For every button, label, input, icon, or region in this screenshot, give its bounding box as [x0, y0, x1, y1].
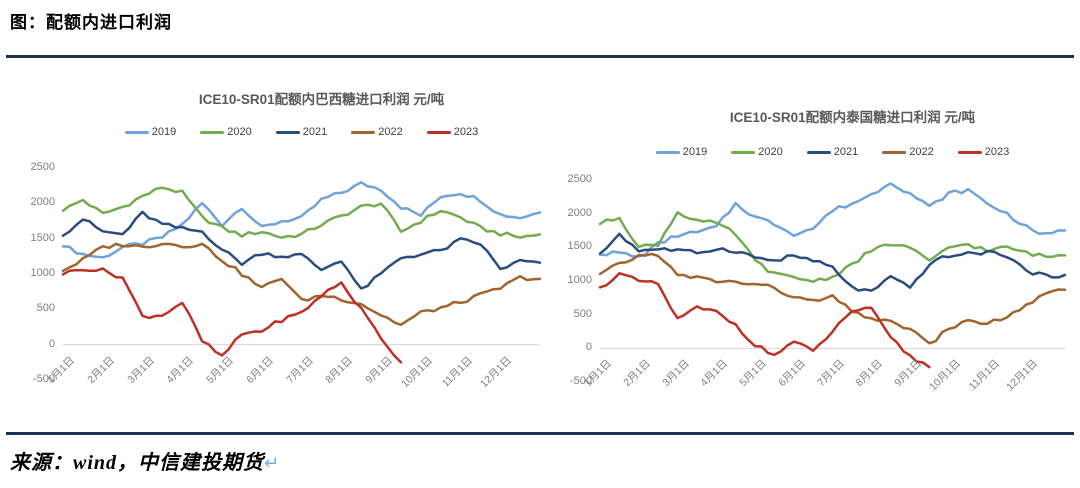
series-line-2021	[61, 210, 542, 290]
legend-swatch-icon	[351, 130, 376, 134]
legend-label: 2022	[909, 146, 934, 158]
legend-swatch-icon	[200, 130, 225, 134]
series-line-2023	[598, 272, 931, 369]
legend-label: 2021	[302, 126, 328, 138]
y-tick-label: 2500	[30, 161, 55, 173]
legend-swatch-icon	[655, 150, 680, 154]
bottom-divider	[6, 432, 1074, 435]
legend-item-2022: 2022	[351, 126, 403, 138]
legend-label: 2020	[758, 146, 783, 158]
legend-item-2023: 2023	[957, 146, 1010, 158]
legend-item-2023: 2023	[426, 126, 479, 138]
y-tick-label: -500	[32, 373, 55, 385]
y-tick-label: 0	[585, 341, 592, 354]
series-line-2019	[598, 182, 1067, 258]
legend-swatch-icon	[806, 150, 831, 154]
series-line-2022	[598, 252, 1067, 345]
series-line-2020	[598, 211, 1067, 284]
y-tick-label: 500	[36, 302, 55, 315]
legend-swatch-icon	[731, 150, 756, 154]
source-text: 来源：wind，中信建投期货↵	[10, 446, 280, 475]
paragraph-return-icon: ↵	[264, 453, 281, 474]
legend-label: 2020	[227, 126, 252, 138]
legend-swatch-icon	[957, 150, 982, 154]
y-tick-label: 1500	[567, 240, 592, 253]
y-tick-label: 0	[48, 337, 55, 350]
legend-swatch-icon	[882, 150, 907, 154]
series-line-2022	[61, 242, 542, 327]
legend-label: 2019	[682, 146, 708, 158]
y-tick-label: 1500	[30, 231, 55, 244]
chart-title: ICE10-SR01配额内巴西糖进口利润 元/吨	[198, 92, 445, 107]
y-tick-label: 2500	[567, 173, 592, 185]
y-tick-label: 1000	[30, 267, 55, 279]
legend-label: 2021	[833, 146, 859, 158]
legend-item-2022: 2022	[882, 146, 934, 158]
source-label: 来源：wind，中信建投期货	[10, 452, 265, 474]
legend-label: 2022	[378, 126, 403, 138]
legend: 2019 2020 2021 2022 2023	[63, 126, 540, 138]
series-line-2019	[61, 181, 542, 259]
legend-label: 2019	[151, 126, 177, 138]
legend-swatch-icon	[426, 130, 451, 134]
top-divider	[6, 55, 1074, 58]
y-tick-label: 1000	[567, 274, 592, 286]
y-tick-label: 2000	[567, 206, 592, 219]
series-line-2021	[598, 232, 1067, 292]
legend-item-2020: 2020	[731, 146, 783, 158]
legend-label: 2023	[453, 126, 479, 138]
page-title: 图：配额内进口利润	[10, 13, 172, 32]
y-tick-label: 500	[573, 307, 592, 320]
chart-brazil-import-profit: ICE10-SR01配额内巴西糖进口利润 元/吨 2019 2020 2021 202…	[0, 62, 552, 412]
series-line-2020	[61, 186, 542, 239]
series-line-2023	[61, 267, 403, 364]
legend: 2019 2020 2021 2022 2023	[600, 146, 1065, 158]
y-tick-label: -500	[569, 375, 592, 387]
plot-area	[61, 181, 542, 364]
chart-title: ICE10-SR01配额内泰国糖进口利润 元/吨	[729, 110, 976, 125]
legend-label: 2023	[984, 146, 1010, 158]
legend-item-2020: 2020	[200, 126, 252, 138]
legend-swatch-icon	[275, 130, 300, 134]
plot-area	[598, 182, 1067, 369]
y-tick-label: 2000	[30, 196, 55, 209]
legend-item-2021: 2021	[806, 146, 859, 158]
legend-swatch-icon	[124, 130, 149, 134]
chart-thailand-import-profit: ICE10-SR01配额内泰国糖进口利润 元/吨 2019 2020 2021 202…	[552, 62, 1080, 412]
legend-item-2019: 2019	[655, 146, 708, 158]
legend-item-2019: 2019	[124, 126, 177, 138]
legend-item-2021: 2021	[275, 126, 328, 138]
